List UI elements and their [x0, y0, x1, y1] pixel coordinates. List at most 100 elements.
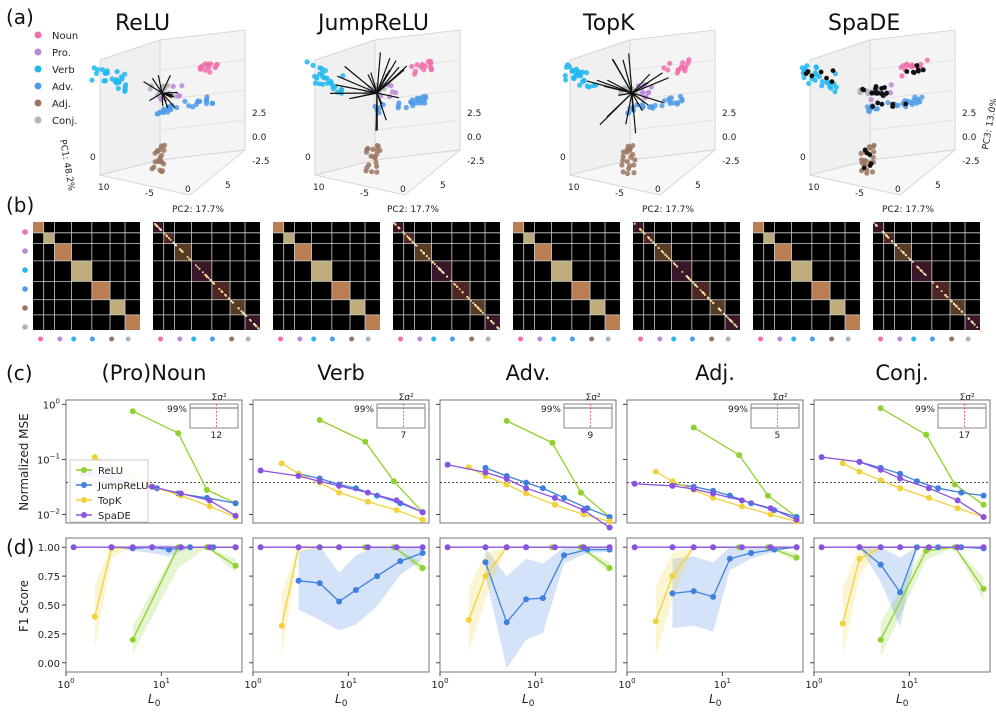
matrix-diag-pixel: [902, 251, 904, 254]
method-legend-marker: [81, 512, 87, 518]
matrix-axis-marker: [897, 336, 903, 342]
mse-point-relu: [129, 408, 136, 415]
f1-point-jumprelu: [561, 552, 568, 559]
legend-marker: [34, 31, 42, 39]
mse-point-jumprelu: [482, 464, 489, 471]
pca-point: [182, 98, 188, 104]
pca-arrow: [161, 75, 171, 94]
matrix-axis-marker: [569, 336, 575, 342]
f1-point-spade: [364, 544, 371, 551]
matrix-diag-pixel: [724, 314, 727, 317]
matrix-axis-marker: [71, 336, 77, 342]
pca-point: [366, 162, 372, 168]
f1-x-axis-label: L0: [896, 692, 909, 709]
pca-arrow: [631, 82, 649, 94]
matrix-axis-marker: [417, 336, 423, 342]
matrix-diag-pixel: [428, 257, 431, 260]
f1-point-jumprelu: [710, 593, 717, 600]
matrix-diag-pixel: [730, 320, 732, 322]
f1-x-axis-label: L0: [148, 692, 161, 709]
matrix-diag-pixel: [692, 281, 695, 284]
pca-point: [813, 72, 819, 78]
pca-point: [869, 169, 876, 175]
pca-plot-relu: PC2: 17.7% -5 0 5 2.5 0.0 -2.5 0 10 PC1: 48.2%: [57, 29, 270, 215]
pca-pc2-tick: 0: [655, 185, 661, 195]
pca-sideplane: [569, 39, 631, 176]
f1-point-spade: [690, 544, 697, 551]
f1-point-relu: [232, 562, 239, 569]
mse-point-spade: [393, 497, 400, 504]
pca-point: [639, 90, 645, 96]
matrix-block: [513, 222, 524, 233]
matrix-diag-pixel: [492, 322, 495, 325]
mse-point-spade: [606, 524, 613, 531]
mse-point-jumprelu: [232, 500, 239, 507]
f1-point-spade: [295, 544, 302, 551]
matrix-axis-marker: [671, 336, 677, 342]
pca-point: [904, 61, 910, 67]
pca-point: [580, 69, 586, 75]
pca-point: [659, 103, 665, 109]
legend-marker: [34, 99, 42, 107]
mse-panel-1: Verb Σσ² 99% 7: [249, 361, 430, 524]
pca-point: [195, 99, 201, 105]
matrix-diag-pixel: [660, 250, 663, 253]
pca-point: [374, 169, 380, 175]
legend-label: Verb: [52, 65, 75, 76]
matrix-diag-pixel: [446, 275, 448, 278]
pca-arrow: [161, 92, 169, 109]
pca-point: [590, 83, 597, 89]
pca-arrow: [599, 92, 633, 126]
pca-point: [122, 71, 128, 77]
mse-point-topk: [364, 498, 371, 505]
mse-point-relu: [549, 439, 556, 446]
matrix-diag-pixel: [955, 305, 958, 308]
mse-point-spade: [954, 497, 961, 504]
f1-point-jumprelu: [877, 561, 884, 568]
matrix-diag-pixel: [696, 286, 699, 288]
matrix-diag-pixel: [717, 307, 720, 310]
matrix-diag-pixel: [954, 304, 957, 306]
pca-point: [584, 70, 590, 76]
matrix-axis-marker: [638, 336, 643, 342]
pca-point: [372, 155, 378, 161]
pca-point: [412, 71, 418, 77]
pca-point: [667, 100, 673, 106]
f1-point-spade: [710, 544, 717, 551]
pca-point: [586, 84, 592, 90]
f1-x-tick-label: 100: [618, 677, 635, 691]
pca-gridline: [374, 119, 461, 131]
f1-point-spade: [232, 544, 239, 551]
mse-point-spade: [818, 454, 825, 461]
matrix-diag-pixel: [968, 317, 970, 320]
matrix-diag-pixel: [973, 323, 976, 326]
f1-point-spade: [738, 544, 745, 551]
mse-point-jumprelu: [561, 494, 568, 501]
matrix-diag-pixel: [960, 310, 963, 313]
matrix-diag-pixel: [873, 222, 875, 224]
pca-point: [91, 65, 97, 71]
pca-point: [152, 150, 158, 156]
pca-pc1-tick: 10: [98, 183, 110, 193]
matrix-axis-marker: [329, 336, 335, 342]
f1-band-relu: [132, 544, 236, 654]
f1-point-spade: [393, 544, 400, 551]
matrix-row-marker: [22, 267, 28, 273]
pca-pc2-label: PC2: 17.7%: [882, 205, 934, 215]
pca-point: [159, 159, 165, 165]
pca-point: [152, 159, 158, 165]
mse-point-spade: [503, 476, 510, 482]
matrix-diag-pixel: [904, 254, 907, 256]
legend-marker: [34, 116, 42, 124]
pca-point: [632, 157, 638, 163]
pca-arrow: [161, 92, 175, 98]
pca-point: [109, 76, 115, 82]
matrix-diag-pixel: [931, 281, 934, 284]
matrix-diag-pixel: [453, 283, 455, 285]
matrix-axis-marker: [829, 336, 835, 342]
pca-arrow: [622, 59, 633, 94]
matrix-diag-pixel: [254, 323, 256, 326]
mse-axes-frame: [65, 399, 243, 524]
pca-gridline: [629, 59, 716, 71]
pca-point: [806, 80, 812, 86]
